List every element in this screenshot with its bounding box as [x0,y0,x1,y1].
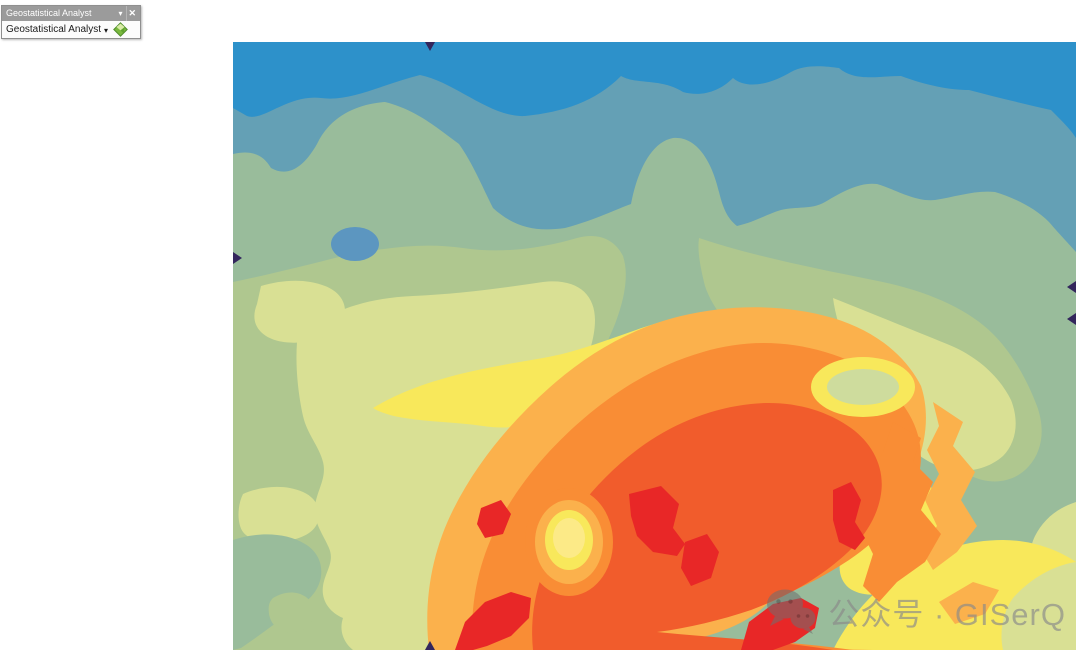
point-marker-bottom [425,641,435,650]
contour-layer-red [455,482,865,650]
corner-gray-green-patch [233,534,322,650]
lake-blue-patch [331,227,379,261]
corner-pale-wedge [1001,562,1076,650]
close-icon[interactable]: ✕ [126,6,137,21]
point-marker-top [425,42,435,51]
geostatistical-analyst-menu-button[interactable]: Geostatistical Analyst [6,24,102,35]
point-marker-left [233,252,242,264]
toolbar-options-dropdown-icon[interactable]: ▾ [118,9,123,18]
toolbar-body: Geostatistical Analyst ▾ [2,21,140,38]
point-marker-right-2 [1067,313,1076,325]
toolbar-title: Geostatistical Analyst [6,8,92,18]
wizard-gem-icon [113,22,128,37]
donut-core [553,518,585,558]
map-view[interactable]: 公众号 · GISerQ [233,42,1076,650]
corner-sage-hook [268,592,315,633]
menu-dropdown-icon: ▾ [104,25,109,35]
pale-green-ellipse [827,369,899,405]
edge-point-markers [233,42,1076,650]
contour-layer-deep-orange [532,403,882,650]
interpolated-surface [233,42,1076,650]
donut-feature [525,488,613,596]
point-marker-right-1 [1067,281,1076,293]
toolbar-titlebar[interactable]: Geostatistical Analyst ▾ ✕ [2,6,140,21]
geostatistical-wizard-button[interactable] [112,22,129,37]
geostatistical-analyst-toolbar: Geostatistical Analyst ▾ ✕ Geostatistica… [1,5,141,39]
